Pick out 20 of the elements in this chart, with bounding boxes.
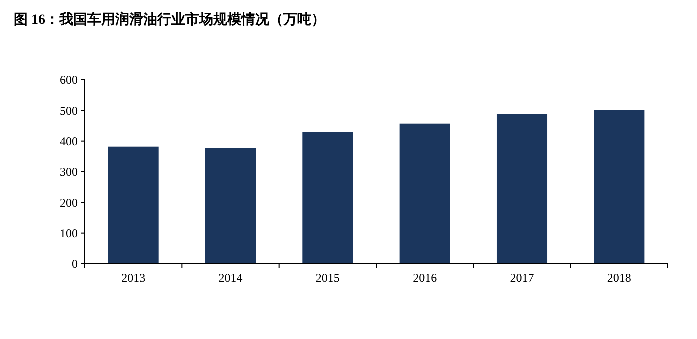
y-tick-label: 0 (72, 257, 78, 272)
bar (400, 124, 450, 264)
chart-title: 图 16：我国车用润滑油行业市场规模情况（万吨） (14, 11, 326, 28)
y-tick-label: 400 (60, 134, 78, 149)
x-tick-label: 2018 (607, 271, 632, 285)
y-tick-label: 200 (60, 196, 78, 210)
bar (594, 110, 645, 264)
y-tick-label: 300 (60, 165, 78, 180)
y-tick-label: 500 (60, 104, 78, 118)
bar (496, 114, 548, 264)
bar (205, 148, 256, 264)
bar (302, 132, 354, 264)
x-tick-label: 2017 (510, 271, 534, 285)
y-tick-label: 600 (60, 73, 78, 88)
x-tick-label: 2015 (316, 271, 340, 285)
y-tick-label: 100 (60, 226, 78, 241)
x-tick-label: 2016 (413, 271, 438, 285)
x-tick-label: 2013 (122, 271, 146, 285)
bar (108, 146, 159, 264)
x-tick-label: 2014 (218, 271, 243, 285)
